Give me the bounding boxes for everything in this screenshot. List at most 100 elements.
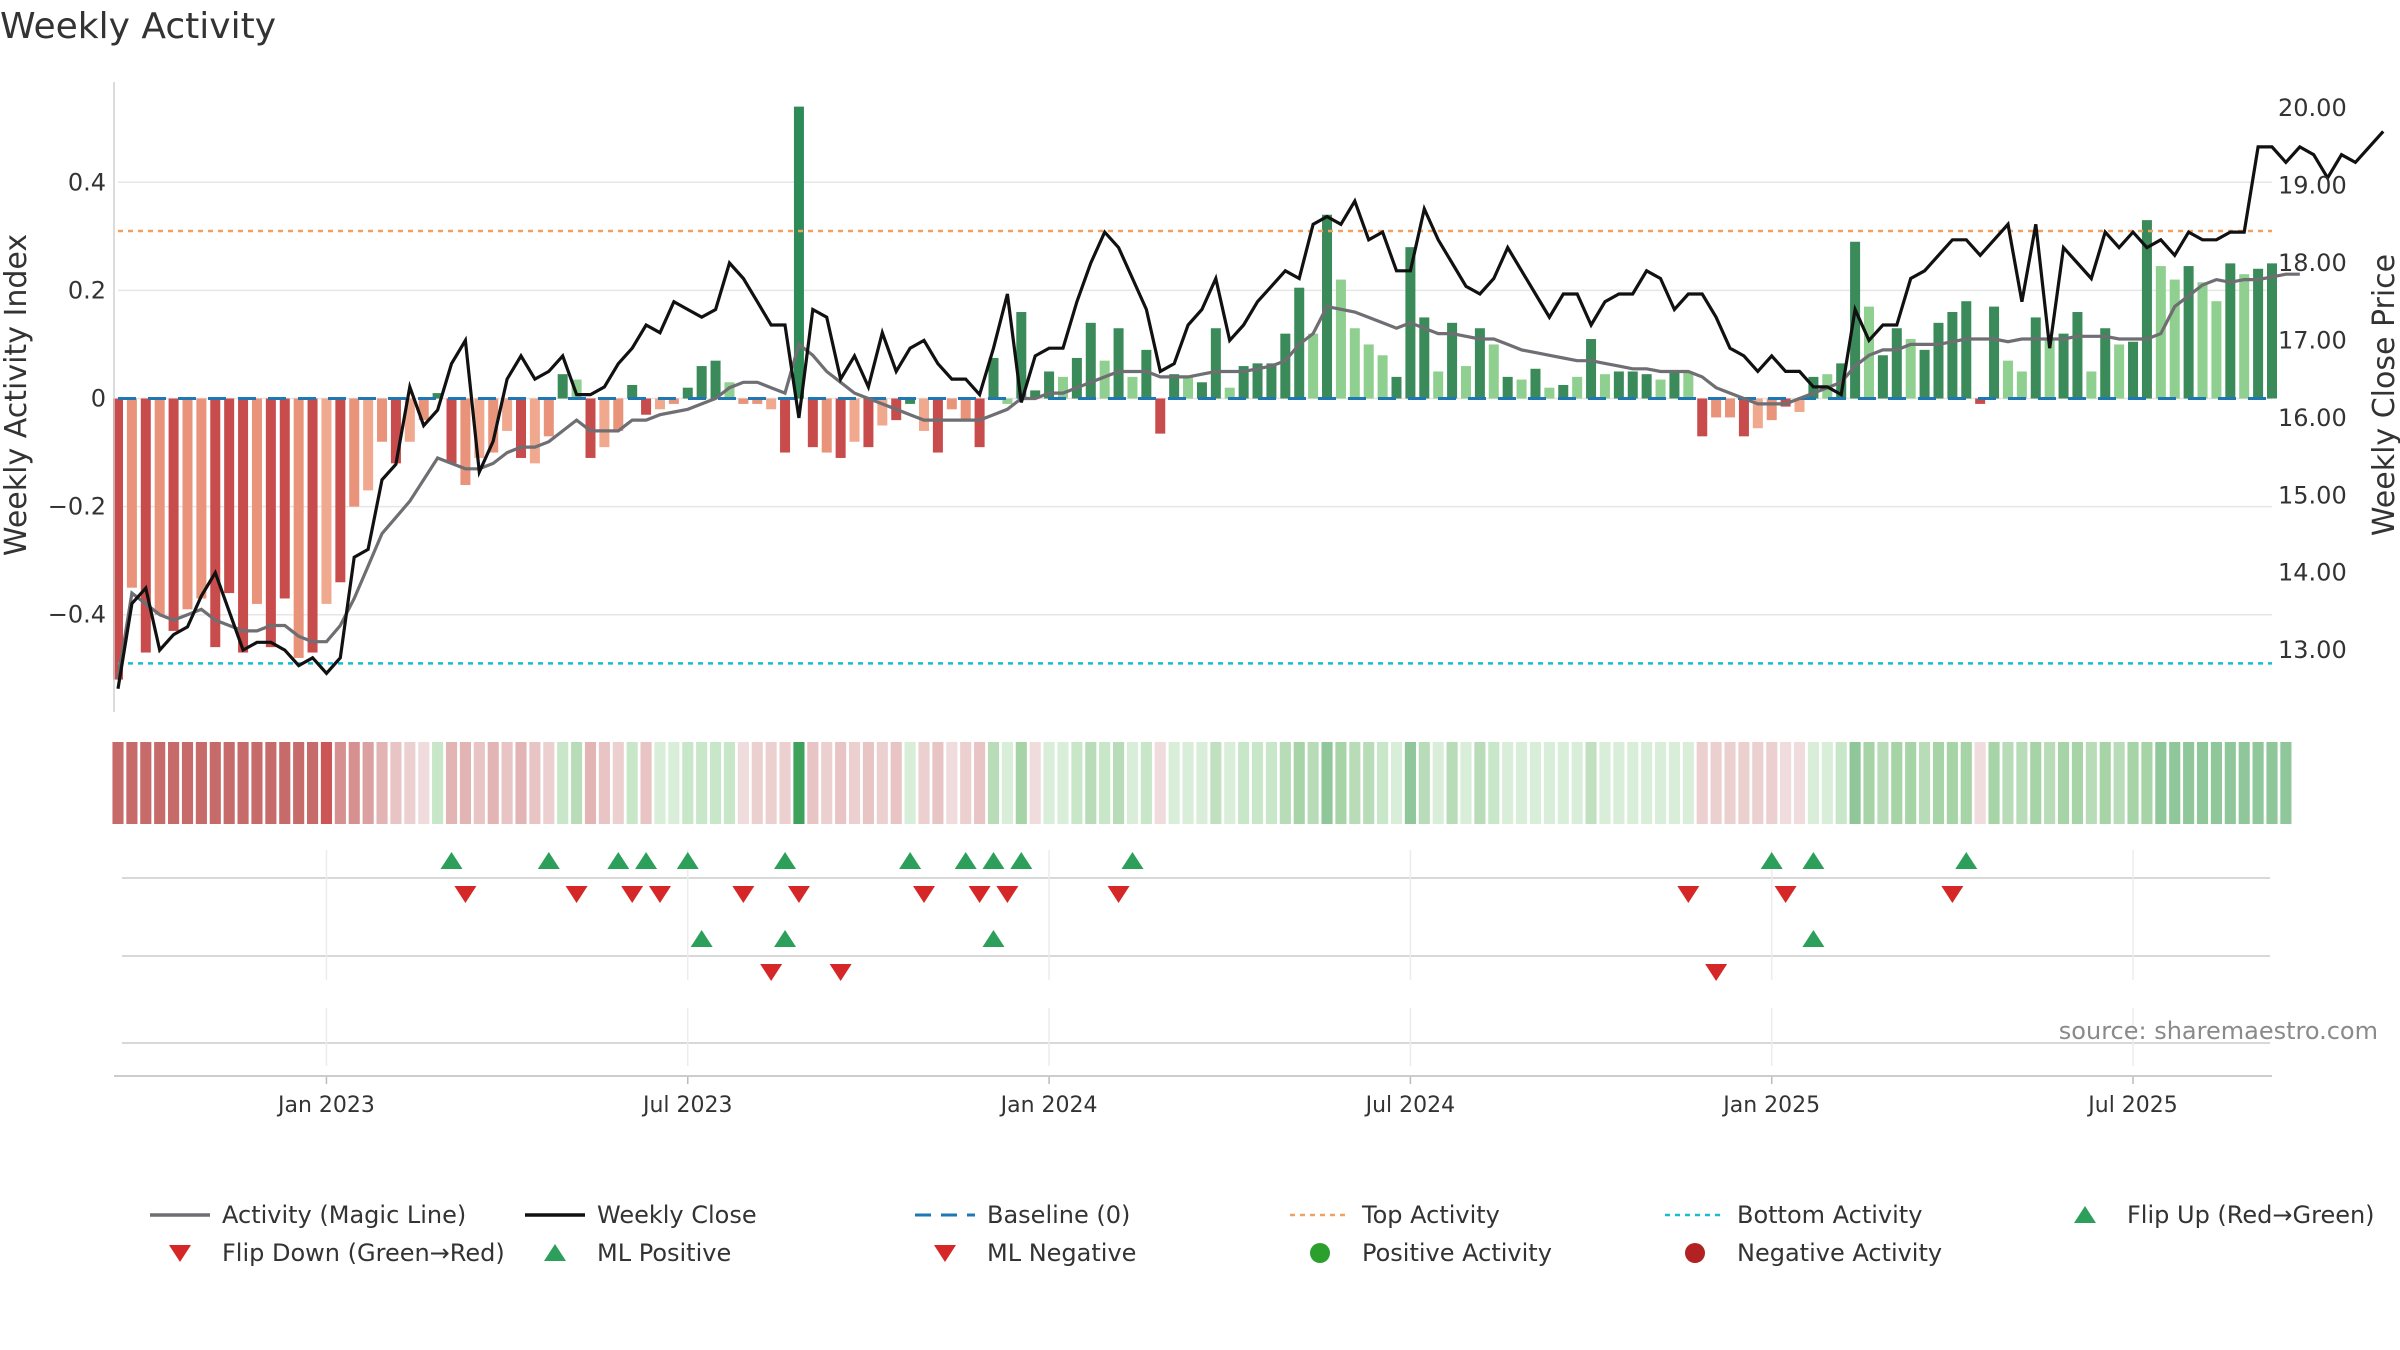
strip-cell xyxy=(126,742,138,824)
legend-item-top: Top Activity xyxy=(1290,1200,1500,1230)
strip-cell xyxy=(195,742,207,824)
strip-cell xyxy=(1863,742,1875,824)
legend-swatch-bottom xyxy=(1665,1213,1725,1217)
axes: −0.4 −0.2 0 0.2 0.4 13.00 14.00 15.00 16.00 17.00… xyxy=(48,82,2347,1118)
x-tick-label: Jan 2023 xyxy=(276,1093,375,1118)
activity-bar xyxy=(1266,363,1277,399)
strip-cell xyxy=(1585,742,1597,824)
activity-bar xyxy=(1794,398,1805,413)
strip-cell xyxy=(181,742,194,824)
strip-cell xyxy=(1710,742,1722,824)
strip-cell xyxy=(1849,742,1861,824)
strip-cell xyxy=(904,742,916,824)
y2-tick-label: 16.00 xyxy=(2278,404,2347,432)
flip-up-marker xyxy=(676,852,699,869)
strip-cell xyxy=(1502,742,1514,824)
activity-bar xyxy=(571,379,582,399)
strip-cell xyxy=(168,742,180,824)
activity-bar xyxy=(1085,322,1096,399)
strip-cell xyxy=(432,742,444,824)
strip-cell xyxy=(807,742,819,824)
source-label: source: sharemaestro.com xyxy=(2059,1017,2378,1045)
flip-down-marker xyxy=(1107,886,1130,903)
activity-bar xyxy=(2114,344,2125,399)
activity-bar xyxy=(849,398,860,442)
strip-cell xyxy=(1015,742,1027,824)
legend-item-flipup: Flip Up (Red→Green) xyxy=(2055,1200,2375,1230)
legend-swatch-magic xyxy=(150,1213,210,1217)
strip-cell xyxy=(1696,742,1708,824)
strip-cell xyxy=(1821,742,1833,824)
y2-tick-label: 18.00 xyxy=(2278,249,2347,277)
activity-bar xyxy=(1377,355,1388,399)
strip-cell xyxy=(1738,742,1750,824)
legend-label: Bottom Activity xyxy=(1737,1201,1923,1229)
strip-cell xyxy=(1807,742,1819,824)
activity-bar xyxy=(1558,384,1569,399)
y-tick-label: 0 xyxy=(91,385,106,413)
flip-down-marker xyxy=(1677,886,1700,903)
flip-up-marker xyxy=(607,852,630,869)
strip-cell xyxy=(2113,742,2125,824)
activity-bar xyxy=(210,398,221,648)
activity-bar xyxy=(1933,322,1944,399)
flip-up-marker xyxy=(1760,852,1783,869)
strip-cell xyxy=(2155,742,2167,824)
activity-bar xyxy=(710,360,721,399)
strip-cell xyxy=(557,742,569,824)
activity-bar xyxy=(835,398,846,458)
activity-bar xyxy=(1641,374,1652,399)
strip-cell xyxy=(1377,742,1389,824)
strip-cell xyxy=(1488,742,1500,824)
legend-swatch-negact xyxy=(1685,1243,1705,1263)
activity-bar xyxy=(738,398,749,404)
activity-bar xyxy=(1572,376,1583,399)
strip-cell xyxy=(918,742,930,824)
legend-label: ML Negative xyxy=(987,1239,1137,1267)
strip-cell xyxy=(445,742,458,824)
activity-bar xyxy=(1697,398,1708,437)
strip-cell xyxy=(2030,742,2042,824)
legend-label: Flip Down (Green→Red) xyxy=(222,1239,505,1267)
activity-heat-strip xyxy=(112,742,2292,824)
flip-down-marker xyxy=(565,886,588,903)
strip-cell xyxy=(1071,742,1083,824)
strip-cell xyxy=(112,742,124,824)
strip-cell xyxy=(390,742,402,824)
flip-up-marker xyxy=(982,852,1005,869)
legend-label: Activity (Magic Line) xyxy=(222,1201,467,1229)
activity-bar xyxy=(1502,376,1513,399)
activity-bar xyxy=(863,398,874,448)
legend-label: Positive Activity xyxy=(1362,1239,1552,1267)
activity-bar xyxy=(1419,317,1430,399)
flip-up-marker xyxy=(1121,852,1144,869)
activity-bar xyxy=(2225,263,2236,399)
strip-cell xyxy=(501,742,513,824)
strip-cell xyxy=(140,742,152,824)
strip-cell xyxy=(1516,742,1528,824)
y2-tick-label: 15.00 xyxy=(2278,481,2347,509)
activity-bar xyxy=(1599,374,1610,399)
flip-up-marker xyxy=(1010,852,1033,869)
strip-cell xyxy=(320,742,333,824)
strip-cell xyxy=(1932,742,1945,824)
strip-cell xyxy=(473,742,485,824)
strip-cell xyxy=(710,742,722,824)
strip-cell xyxy=(1126,742,1139,824)
activity-bar xyxy=(1057,376,1068,399)
activity-bar xyxy=(1016,312,1027,399)
activity-bar xyxy=(807,398,818,448)
activity-bar xyxy=(488,398,499,453)
legend-label: Weekly Close xyxy=(597,1201,757,1229)
strip-cell xyxy=(251,742,263,824)
activity-bar xyxy=(1127,376,1138,399)
activity-bar xyxy=(1488,344,1499,399)
strip-cell xyxy=(793,742,805,824)
flip-down-marker xyxy=(621,886,644,903)
strip-cell xyxy=(987,742,1000,824)
strip-cell xyxy=(1293,742,1305,824)
activity-bar xyxy=(2128,341,2139,399)
legend-item-mlpos: ML Positive xyxy=(525,1238,731,1268)
activity-bar xyxy=(279,398,290,599)
legend-item-magic: Activity (Magic Line) xyxy=(150,1200,466,1230)
